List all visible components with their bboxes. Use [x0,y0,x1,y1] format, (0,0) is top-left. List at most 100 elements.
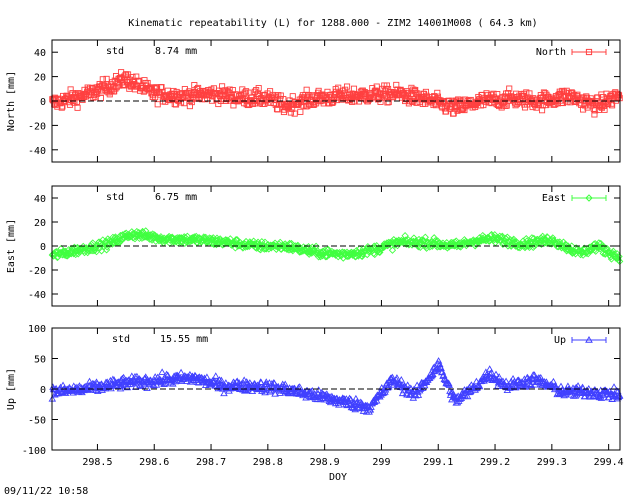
north-point [343,83,351,90]
north-point [201,96,209,103]
north-point [422,88,429,95]
up-point [503,386,512,394]
panel-north: 40 20 0 -20 -40 North [mm] std 8.74 mm North [6,39,623,163]
up-point [379,389,388,396]
east-point [498,232,506,240]
north-point [67,86,74,93]
east-legend-label: East [542,193,566,204]
north-point [615,91,622,98]
legend-marker [585,194,593,202]
north-point [147,84,154,91]
y-tick-label: 0 [40,97,46,108]
up-point [239,379,248,387]
east-point [238,240,246,248]
y-tick-label: -50 [28,416,46,427]
east-point [207,236,215,244]
up-point [257,378,265,386]
north-point [226,86,233,93]
east-point [422,244,431,252]
y-tick-label: 0 [40,385,46,396]
north-point [236,96,243,103]
up-point [581,392,589,400]
up-point [270,379,279,387]
up-point [220,389,228,397]
east-point [401,232,409,240]
east-point [595,239,603,247]
up-point [177,368,185,376]
up-point [614,387,622,395]
up-point [314,386,323,393]
up-point [420,381,429,389]
north-std-value: 8.74 mm [155,46,197,57]
up-y-label: Up [mm] [6,368,17,410]
east-point [75,246,84,254]
east-point [610,250,619,258]
up-point [386,378,394,386]
north-point [373,88,380,95]
up-points [48,357,624,415]
east-point [421,233,429,241]
north-point [74,104,81,111]
north-std-label: std [106,46,124,57]
north-point [95,87,102,94]
east-point [231,237,239,245]
up-point [396,380,404,387]
north-point [154,101,161,108]
up-point [158,368,166,375]
y-tick-label: 0 [40,242,46,253]
up-point [281,380,289,388]
north-point [335,84,342,91]
up-point [302,393,310,401]
up-point [242,378,251,385]
north-point [491,94,498,101]
x-tick-label: 299.4 [594,457,624,468]
up-point [152,381,161,388]
north-points [49,69,623,118]
up-std-value: 15.55 mm [160,334,208,345]
y-tick-label: -20 [28,266,46,277]
north-point [103,75,110,82]
north-point [230,102,237,109]
east-point [613,250,621,258]
east-point [254,238,262,246]
north-point [342,86,349,93]
north-point [583,93,590,100]
x-tick-label: 299 [372,457,390,468]
east-point [275,240,283,248]
north-point [539,102,546,109]
north-point [483,90,490,97]
north-point [241,89,248,96]
up-point [145,380,154,387]
up-legend-label: Up [554,335,566,346]
north-point [408,84,415,91]
north-point [567,99,574,106]
north-point [192,95,199,102]
north-point [246,101,253,108]
legend-marker [585,48,593,56]
east-point [506,236,515,244]
up-point [492,370,500,378]
north-point [592,107,599,114]
up-point [347,395,355,403]
east-point [350,249,359,257]
up-point [584,384,593,392]
north-point [291,110,298,117]
up-point [186,378,195,385]
north-point [272,101,279,108]
north-point [506,85,513,92]
up-point [261,388,269,396]
north-point [393,81,400,88]
up-point [160,380,168,388]
up-point [164,371,172,379]
north-point [255,85,262,92]
east-point [112,235,120,243]
up-point [308,386,317,394]
up-point [95,381,104,389]
north-point [434,89,441,96]
north-point [520,92,527,99]
north-point [181,100,188,107]
north-point [115,75,122,82]
north-point [412,86,419,94]
up-point [266,387,274,395]
up-point [574,382,582,389]
